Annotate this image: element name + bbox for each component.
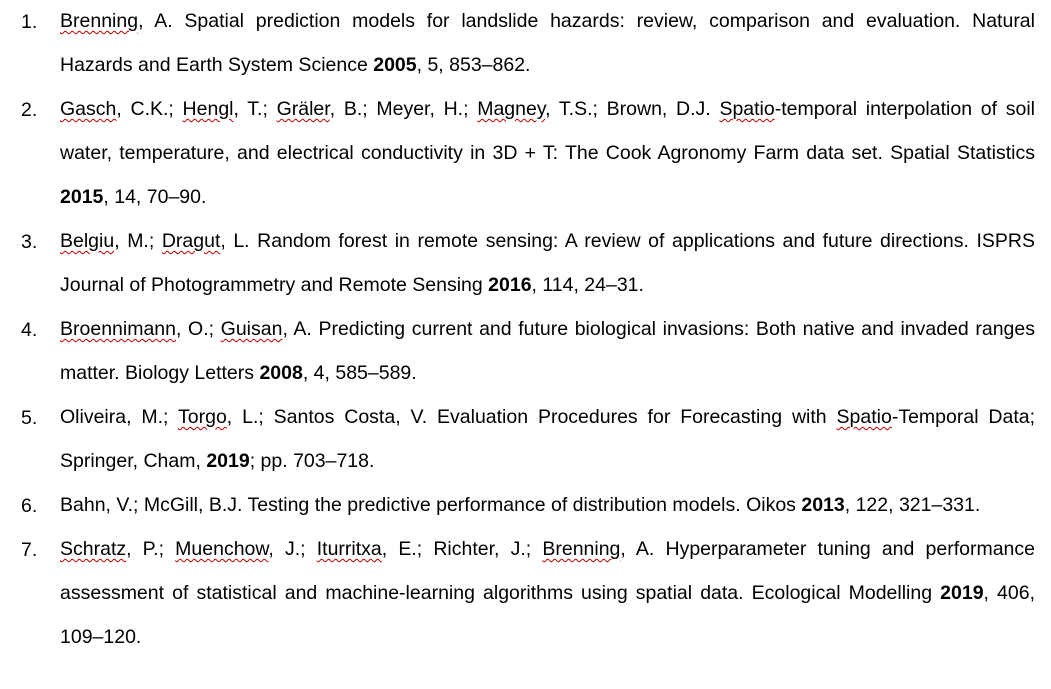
spellcheck-flagged-word[interactable]: Muenchow (175, 538, 269, 560)
reference-text: Oliveira, M.; Torgo, L.; Santos Costa, V… (60, 395, 1035, 483)
reference-text-segment: , L. Random forest in remote sensing: A … (60, 230, 1035, 296)
reference-text-segment: , B.; Meyer, H.; (329, 98, 478, 120)
reference-item: 1. Brenning, A. Spatial prediction model… (0, 0, 1051, 88)
reference-year: 2019 (940, 582, 984, 604)
reference-text-segment: , T.S.; Brown, D.J. (545, 98, 720, 120)
reference-item: 6. Bahn, V.; McGill, B.J. Testing the pr… (0, 484, 1051, 528)
reference-text-segment: , J.; (268, 538, 317, 560)
reference-text: Belgiu, M.; Dragut, L. Random forest in … (60, 219, 1035, 307)
spellcheck-flagged-word[interactable]: Spatio (836, 406, 892, 428)
spellcheck-flagged-word[interactable]: Spatio (719, 98, 775, 120)
reference-year: 2005 (373, 54, 417, 76)
reference-number: 6. (21, 495, 38, 517)
reference-year: 2016 (488, 274, 532, 296)
reference-text-segment: , M.; (114, 230, 162, 252)
reference-text-segment: , A. Spatial prediction models for lands… (60, 10, 1035, 76)
spellcheck-flagged-word[interactable]: Torgo (178, 406, 227, 428)
reference-item: 4. Broennimann, O.; Guisan, A. Predictin… (0, 308, 1051, 396)
reference-text-segment: , A. Hyperparameter tuning and performan… (60, 538, 1035, 604)
reference-text-segment: , L.; Santos Costa, V. Evaluation Proced… (226, 406, 837, 428)
reference-text-segment: , 5, 853–862. (416, 54, 531, 76)
reference-text-segment: , T.; (233, 98, 277, 120)
reference-list: 1. Brenning, A. Spatial prediction model… (0, 0, 1051, 660)
reference-number: 4. (21, 319, 38, 341)
spellcheck-flagged-word[interactable]: Brenning (542, 538, 621, 560)
reference-number: 2. (21, 99, 38, 121)
reference-text-segment: , P.; (126, 538, 176, 560)
reference-text: Brenning, A. Spatial prediction models f… (60, 0, 1035, 87)
spellcheck-flagged-word[interactable]: Dragut (161, 230, 221, 252)
reference-year: 2015 (60, 186, 104, 208)
spellcheck-flagged-word[interactable]: Guisan (220, 318, 283, 340)
reference-text-segment: , 122, 321–331. (844, 494, 981, 516)
spellcheck-flagged-word[interactable]: Hengl (182, 98, 234, 120)
spellcheck-flagged-word[interactable]: Gasch (60, 98, 117, 120)
reference-year: 2019 (206, 450, 250, 472)
reference-text-segment: , 14, 70–90. (103, 186, 207, 208)
reference-text-segment: , E.; Richter, J.; (381, 538, 543, 560)
reference-text-segment: -temporal interpolation of soil water, t… (60, 98, 1035, 164)
spellcheck-flagged-word[interactable]: Brenning (60, 10, 139, 32)
reference-item: 5. Oliveira, M.; Torgo, L.; Santos Costa… (0, 396, 1051, 484)
reference-number: 7. (21, 539, 38, 561)
reference-text-segment: Oliveira, M.; (60, 406, 179, 428)
spellcheck-flagged-word[interactable]: Magney (477, 98, 546, 120)
reference-text: Broennimann, O.; Guisan, A. Predicting c… (60, 307, 1035, 395)
reference-text-segment: , 114, 24–31. (531, 274, 644, 296)
reference-text: Schratz, P.; Muenchow, J.; Iturritxa, E.… (60, 527, 1035, 659)
reference-year: 2008 (259, 362, 303, 384)
reference-text: Gasch, C.K.; Hengl, T.; Gräler, B.; Meye… (60, 87, 1035, 219)
spellcheck-flagged-word[interactable]: Broennimann (60, 318, 176, 340)
reference-number: 3. (21, 231, 38, 253)
spellcheck-flagged-word[interactable]: Belgiu (60, 230, 115, 252)
reference-text: Bahn, V.; McGill, B.J. Testing the predi… (60, 483, 1035, 527)
reference-number: 1. (21, 11, 38, 33)
reference-text-segment: , 4, 585–589. (302, 362, 417, 384)
reference-text-segment: , 406, 109–120. (60, 582, 1035, 648)
reference-text-segment: , A. Predicting current and future biolo… (60, 318, 1035, 384)
spellcheck-flagged-word[interactable]: Iturritxa (316, 538, 382, 560)
spellcheck-flagged-word[interactable]: Schratz (60, 538, 127, 560)
reference-year: 2013 (801, 494, 845, 516)
reference-text-segment: -Temporal Data; Springer, Cham, (60, 406, 1036, 472)
reference-item: 3. Belgiu, M.; Dragut, L. Random forest … (0, 220, 1051, 308)
reference-text-segment: , O.; (176, 318, 221, 340)
reference-text-segment: ; pp. 703–718. (249, 450, 375, 472)
spellcheck-flagged-word[interactable]: Gräler (276, 98, 330, 120)
reference-number: 5. (21, 407, 38, 429)
reference-item: 2. Gasch, C.K.; Hengl, T.; Gräler, B.; M… (0, 88, 1051, 220)
reference-text-segment: Bahn, V.; McGill, B.J. Testing the predi… (60, 494, 802, 516)
reference-item: 7. Schratz, P.; Muenchow, J.; Iturritxa,… (0, 528, 1051, 660)
reference-text-segment: , C.K.; (116, 98, 183, 120)
